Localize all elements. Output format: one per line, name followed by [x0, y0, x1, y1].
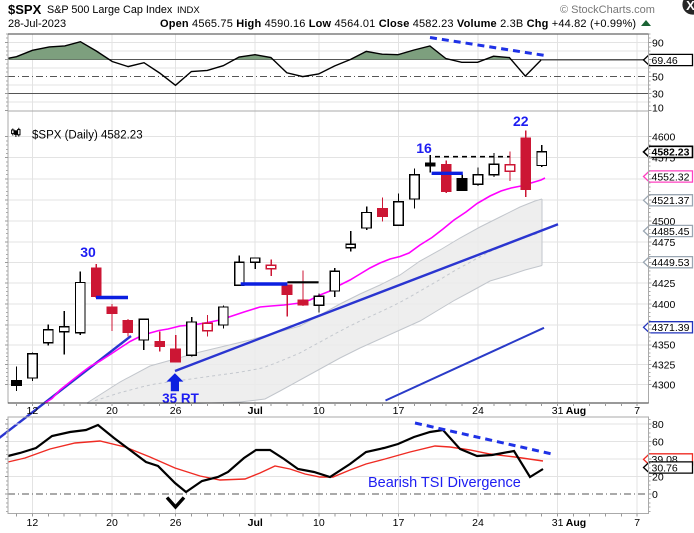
svg-text:4400: 4400 — [652, 299, 676, 311]
svg-text:4300: 4300 — [652, 379, 676, 391]
svg-text:Aug: Aug — [566, 405, 586, 417]
svg-text:26: 26 — [170, 517, 182, 528]
svg-text:4552.32: 4552.32 — [652, 171, 690, 183]
svg-text:4325: 4325 — [652, 360, 676, 372]
svg-text:Bearish TSI Divergence: Bearish TSI Divergence — [368, 475, 521, 491]
svg-text:30.76: 30.76 — [652, 462, 678, 474]
svg-text:4350: 4350 — [652, 340, 676, 352]
svg-text:7: 7 — [634, 517, 640, 528]
svg-text:31: 31 — [552, 517, 564, 528]
svg-text:17: 17 — [393, 405, 405, 417]
svg-text:16: 16 — [416, 140, 432, 156]
svg-text:17: 17 — [393, 517, 405, 528]
svg-text:60: 60 — [652, 436, 664, 448]
svg-text:Jul: Jul — [248, 405, 263, 417]
svg-text:12: 12 — [27, 517, 39, 528]
svg-text:4425: 4425 — [652, 278, 676, 290]
svg-text:20: 20 — [652, 471, 664, 483]
svg-text:90: 90 — [652, 37, 664, 49]
svg-text:20: 20 — [106, 405, 118, 417]
svg-text:50: 50 — [652, 71, 664, 83]
svg-text:S&P 500 Large Cap Index: S&P 500 Large Cap Index — [47, 4, 173, 16]
svg-text:22: 22 — [513, 113, 529, 129]
svg-text:0: 0 — [652, 489, 658, 501]
svg-text:4371.39: 4371.39 — [652, 322, 690, 334]
svg-text:$SPX (Daily) 4582.23: $SPX (Daily) 4582.23 — [32, 130, 143, 142]
svg-text:4475: 4475 — [652, 237, 676, 249]
svg-text:4521.37: 4521.37 — [652, 195, 690, 207]
svg-text:10: 10 — [313, 517, 325, 528]
svg-text:24: 24 — [472, 405, 484, 417]
svg-text:12: 12 — [27, 405, 39, 417]
svg-text:Open 4565.75 High 4590.16 Low: Open 4565.75 High 4590.16 Low 4564.01 Cl… — [160, 18, 636, 30]
svg-text:28-Jul-2023: 28-Jul-2023 — [8, 18, 66, 30]
svg-text:4582.23: 4582.23 — [652, 147, 690, 159]
svg-text:INDX: INDX — [177, 5, 200, 16]
svg-text:30: 30 — [652, 88, 664, 100]
svg-text:$SPX: $SPX — [8, 2, 42, 17]
svg-text:4485.45: 4485.45 — [652, 226, 690, 238]
svg-text:80: 80 — [652, 419, 664, 431]
svg-text:Aug: Aug — [566, 517, 586, 528]
svg-text:7: 7 — [634, 405, 640, 417]
svg-text:4600: 4600 — [652, 131, 676, 143]
svg-text:26: 26 — [170, 405, 182, 417]
svg-text:© StockCharts.com: © StockCharts.com — [560, 4, 655, 16]
svg-text:20: 20 — [106, 517, 118, 528]
svg-text:10: 10 — [652, 103, 664, 115]
svg-text:35 RT: 35 RT — [162, 391, 200, 406]
svg-text:30: 30 — [80, 244, 96, 260]
svg-text:69.46: 69.46 — [652, 55, 678, 67]
svg-text:31: 31 — [552, 405, 564, 417]
svg-text:10: 10 — [313, 405, 325, 417]
svg-text:4449.53: 4449.53 — [652, 257, 690, 269]
svg-text:X: X — [686, 0, 694, 13]
svg-text:24: 24 — [472, 517, 484, 528]
svg-text:Jul: Jul — [248, 517, 263, 528]
